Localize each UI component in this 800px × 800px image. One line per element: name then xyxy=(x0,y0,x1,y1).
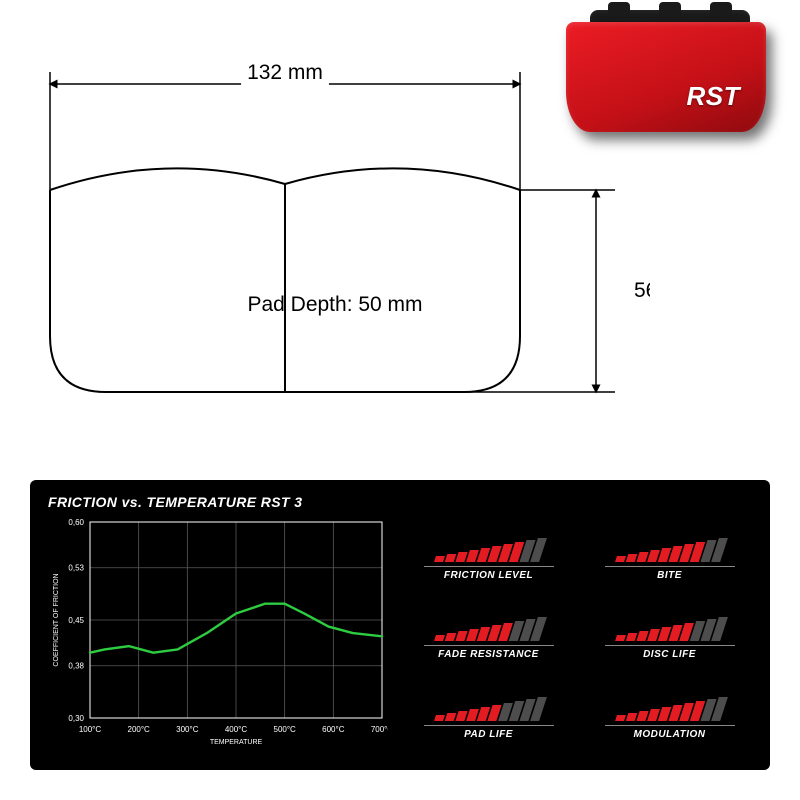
rating-bars xyxy=(435,695,543,721)
rating-label: PAD LIFE xyxy=(424,725,554,740)
svg-text:0,30: 0,30 xyxy=(68,714,84,723)
rating-label: FRICTION LEVEL xyxy=(424,566,554,581)
svg-text:100°C: 100°C xyxy=(79,725,102,734)
friction-chart: 0,30 0,38 0,45 0,53 0,60 100°C 200°C 300°C 400°C… xyxy=(48,516,388,746)
rating-bars xyxy=(616,615,724,641)
svg-text:0,45: 0,45 xyxy=(68,616,84,625)
svg-text:0,53: 0,53 xyxy=(68,564,84,573)
svg-text:700°C: 700°C xyxy=(371,725,388,734)
rating-fade_resistance: FADE RESISTANCE xyxy=(412,605,565,670)
svg-text:0,38: 0,38 xyxy=(68,662,84,671)
ratings-grid: FRICTION LEVEL BITE FADE RESISTANCE DISC LI… xyxy=(406,516,752,756)
rating-bite: BITE xyxy=(593,526,746,591)
rating-label: MODULATION xyxy=(605,725,735,740)
svg-text:0,60: 0,60 xyxy=(68,518,84,527)
rating-disc_life: DISC LIFE xyxy=(593,605,746,670)
chart-title: FRICTION vs. TEMPERATURE RST 3 xyxy=(48,494,752,510)
dimension-diagram: 132 mm 56 mm Pad Depth: 50 mm xyxy=(30,60,650,460)
rating-label: FADE RESISTANCE xyxy=(424,645,554,660)
svg-text:500°C: 500°C xyxy=(274,725,297,734)
brand-logo: RST xyxy=(687,81,741,112)
rating-label: DISC LIFE xyxy=(605,645,735,660)
rating-label: BITE xyxy=(605,566,735,581)
svg-text:200°C: 200°C xyxy=(128,725,151,734)
svg-text:300°C: 300°C xyxy=(176,725,199,734)
svg-text:COEFFICIENT OF FRICTION: COEFFICIENT OF FRICTION xyxy=(53,573,60,666)
svg-text:600°C: 600°C xyxy=(322,725,345,734)
spec-diagram-region: RST 132 mm 56 mm Pad Depth: 50 mm xyxy=(0,0,800,470)
svg-text:400°C: 400°C xyxy=(225,725,248,734)
svg-text:56 mm: 56 mm xyxy=(634,279,650,302)
rating-pad_life: PAD LIFE xyxy=(412,685,565,750)
rating-friction_level: FRICTION LEVEL xyxy=(412,526,565,591)
rating-bars xyxy=(616,536,724,562)
svg-text:Pad Depth: 50 mm: Pad Depth: 50 mm xyxy=(247,293,422,316)
rating-modulation: MODULATION xyxy=(593,685,746,750)
rating-bars xyxy=(435,615,543,641)
rating-bars xyxy=(435,536,543,562)
performance-panel: FRICTION vs. TEMPERATURE RST 3 0,300,380… xyxy=(30,480,770,770)
svg-text:TEMPERATURE: TEMPERATURE xyxy=(210,739,263,746)
rating-bars xyxy=(616,695,724,721)
svg-text:132 mm: 132 mm xyxy=(247,61,323,84)
